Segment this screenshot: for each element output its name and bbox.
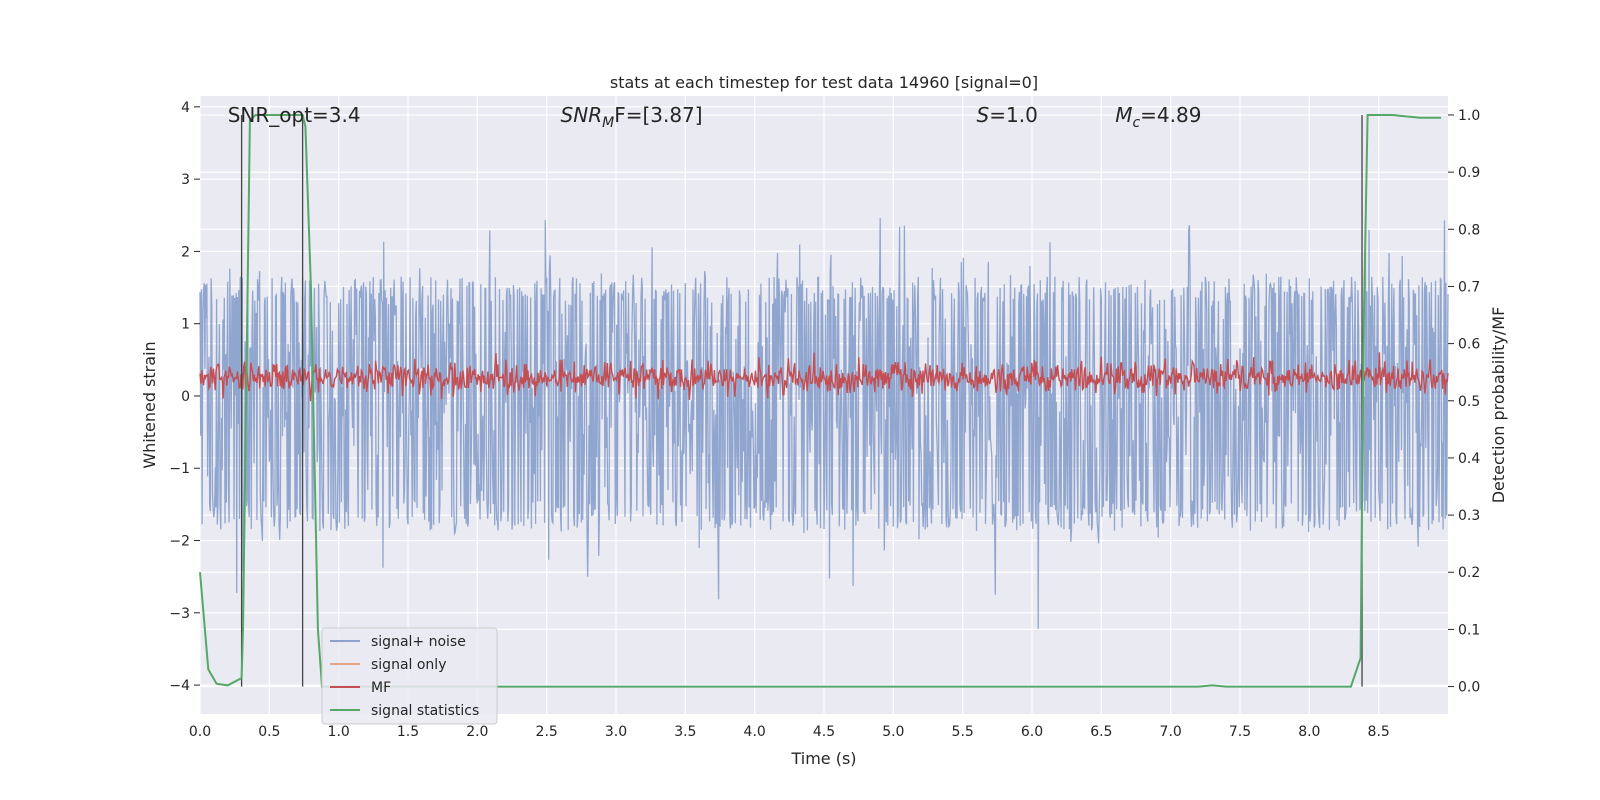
x-tick-label: 2.5 — [536, 724, 558, 740]
annotations: SNR_opt=3.4 SNRMF=[3.87] S=1.0 Mc=4.89 — [228, 103, 1202, 131]
legend: signal+ noise signal only MF signal stat… — [321, 627, 498, 725]
x-tick-label: 4.5 — [813, 724, 835, 740]
legend-label-signal-noise: signal+ noise — [371, 634, 466, 650]
x-tick-label: 6.0 — [1021, 724, 1043, 740]
y-tick-label-right: 0.2 — [1458, 565, 1480, 581]
x-axis-label: Time (s) — [790, 749, 856, 768]
series-signal-noise-line — [199, 218, 1449, 629]
x-tick-label: 0.0 — [189, 724, 211, 740]
y-tick-label-left: 3 — [181, 172, 190, 188]
legend-label-signal-only: signal only — [371, 657, 446, 673]
y-tick-label-right: 0.9 — [1458, 165, 1480, 181]
x-tick-label: 4.0 — [744, 724, 766, 740]
y-tick-label-left: 0 — [181, 389, 190, 405]
x-tick-label: 3.0 — [605, 724, 627, 740]
legend-label-signal-statistics: signal statistics — [371, 703, 479, 719]
y-tick-label-right: 0.3 — [1458, 508, 1480, 524]
x-tick-label: 8.5 — [1368, 724, 1390, 740]
mf-trace — [199, 352, 1449, 402]
annotation-3: Mc=4.89 — [1115, 103, 1201, 131]
y-tick-label-right: 0.1 — [1458, 622, 1480, 638]
x-tick-label: 1.5 — [397, 724, 419, 740]
y-axis-left-ticks: 4 3 2 1 0 −1 −2 −3 −4 — [169, 100, 200, 694]
x-tick-label: 2.0 — [466, 724, 488, 740]
y-tick-label-left: −2 — [169, 534, 190, 550]
signal-noise-trace — [199, 218, 1449, 629]
signal-statistics-trace — [199, 114, 1442, 688]
x-tick-label: 3.5 — [674, 724, 696, 740]
y-tick-label-left: 4 — [181, 100, 190, 116]
x-tick-label: 8.0 — [1298, 724, 1320, 740]
y-tick-label-right: 0.8 — [1458, 222, 1480, 238]
y-tick-label-right: 1.0 — [1458, 108, 1480, 124]
annotation-2: S=1.0 — [977, 103, 1038, 127]
x-tick-label: 1.0 — [328, 724, 350, 740]
y-tick-label-right: 0.4 — [1458, 451, 1480, 467]
y-axis-right-ticks: 1.0 0.9 0.8 0.7 0.6 0.5 0.4 0.3 0.2 0.1 0.0 — [1448, 108, 1480, 696]
y-tick-label-left: 1 — [181, 317, 190, 333]
y-tick-label-right: 0.5 — [1458, 394, 1480, 410]
y-tick-label-right: 0.6 — [1458, 337, 1480, 353]
x-tick-label: 0.5 — [258, 724, 280, 740]
x-tick-label: 5.5 — [952, 724, 974, 740]
annotation-1: SNRMF=[3.87] — [561, 103, 703, 131]
legend-label-mf: MF — [371, 680, 391, 696]
x-tick-label: 7.5 — [1229, 724, 1251, 740]
x-tick-label: 7.0 — [1160, 724, 1182, 740]
y-axis-right-label: Detection probability/MF — [1489, 307, 1508, 504]
y-tick-label-right: 0.7 — [1458, 279, 1480, 295]
chart-title: stats at each timestep for test data 149… — [610, 73, 1038, 92]
legend-box — [321, 627, 498, 725]
y-tick-label-right: 0.0 — [1458, 680, 1480, 696]
y-tick-label-left: −3 — [169, 606, 190, 622]
x-tick-label: 5.0 — [882, 724, 904, 740]
y-tick-label-left: −4 — [169, 678, 190, 694]
y-tick-label-left: −1 — [169, 461, 190, 477]
y-tick-label-left: 2 — [181, 244, 190, 260]
x-tick-label: 6.5 — [1090, 724, 1112, 740]
series-mf-line — [199, 352, 1449, 402]
x-axis-ticks: 0.0 0.5 1.0 1.5 2.0 2.5 3.0 3.5 4.0 4.5 5.0 5.5 6.0 6… — [189, 724, 1390, 740]
y-axis-left-label: Whitened strain — [140, 341, 159, 468]
annotation-0: SNR_opt=3.4 — [228, 103, 361, 127]
series-signal-statistics-line — [199, 114, 1442, 688]
